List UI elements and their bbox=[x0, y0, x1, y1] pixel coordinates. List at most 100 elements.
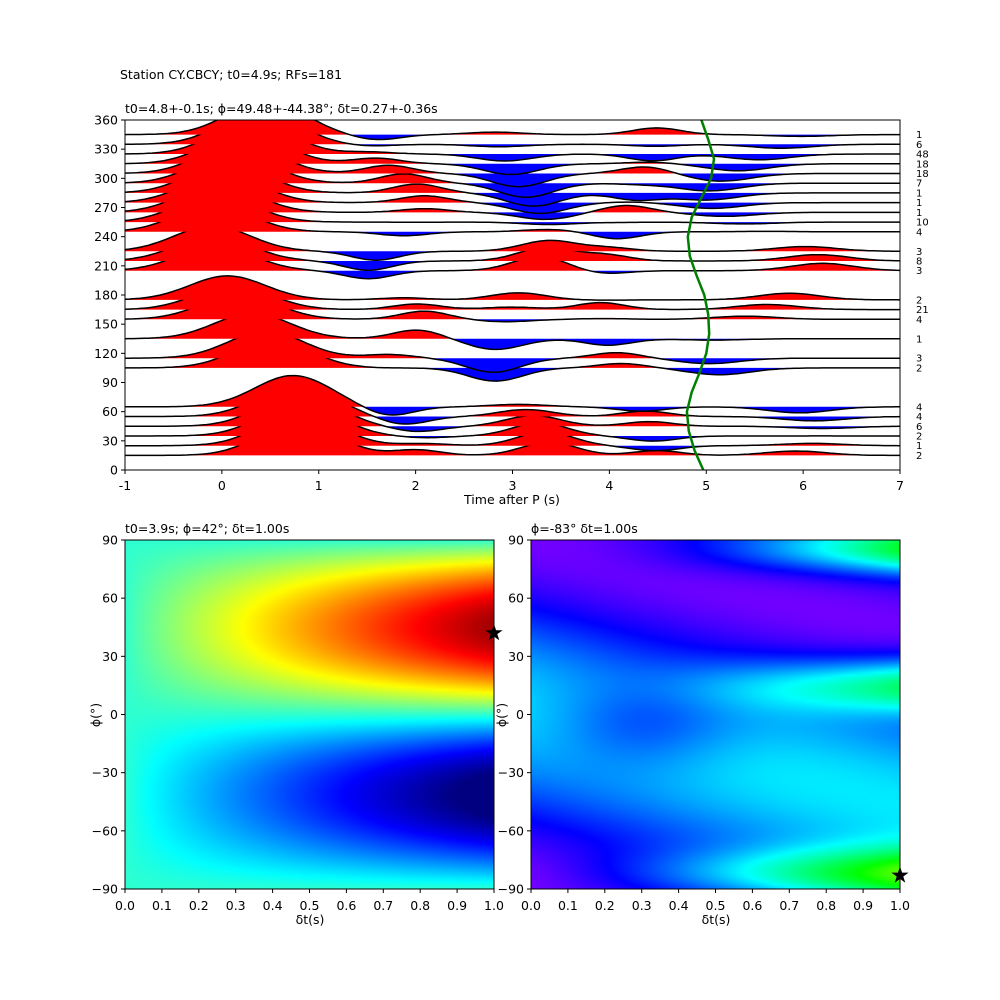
rf-negative-fill bbox=[125, 212, 900, 220]
energy-map-right-x-tick-label: 0.7 bbox=[779, 898, 799, 913]
rf-trace-line bbox=[125, 275, 900, 301]
rf-negative-fill bbox=[125, 358, 900, 373]
rf-count-label: 4 bbox=[916, 315, 922, 326]
rf-count-label: 1 bbox=[916, 334, 922, 345]
energy-map-right-best-star bbox=[891, 866, 909, 883]
energy-map-left-x-tick-label: 0.2 bbox=[189, 898, 209, 913]
energy-map-left-x-tick-label: 0.6 bbox=[336, 898, 356, 913]
energy-map-right-x-tick-label: 0.3 bbox=[632, 898, 652, 913]
rf-y-tick-label: 330 bbox=[94, 142, 118, 157]
energy-map-right-x-tick-label: 0.8 bbox=[816, 898, 836, 913]
rf-y-tick-label: 300 bbox=[94, 171, 118, 186]
rf-y-tick-label: 150 bbox=[94, 317, 118, 332]
rf-x-tick-label: 1 bbox=[315, 478, 323, 493]
rf-trace-baz-175 bbox=[125, 275, 900, 301]
rf-y-tick-label: 60 bbox=[102, 404, 118, 419]
rf-y-tick-label: 270 bbox=[94, 200, 118, 215]
rf-negative-fill bbox=[125, 163, 900, 175]
rf-y-tick-label: 30 bbox=[102, 433, 118, 448]
rf-count-label: 4 bbox=[916, 412, 922, 423]
rf-x-tick-label: 0 bbox=[218, 478, 226, 493]
rf-count-label: 8 bbox=[916, 257, 922, 268]
rf-x-tick-label: 5 bbox=[702, 478, 710, 493]
energy-map-right-x-tick-label: 0.9 bbox=[853, 898, 873, 913]
rf-count-label: 1 bbox=[916, 208, 922, 219]
rf-x-tick-label: 7 bbox=[896, 478, 904, 493]
rf-negative-fill bbox=[125, 406, 900, 415]
energy-map-left: 0.0 0.1 0.2 0.3 0.4 0.5 0.6 0.7 0.8 0.9 1.0 −90 −60 −… bbox=[88, 521, 504, 927]
rf-y-tick-label: 90 bbox=[102, 375, 118, 390]
rf-negative-fill bbox=[125, 426, 900, 432]
rf-positive-fill bbox=[125, 173, 900, 203]
rf-count-label: 7 bbox=[916, 179, 922, 190]
rf-trace-baz-345 bbox=[125, 120, 900, 141]
rf-count-label: 18 bbox=[916, 169, 929, 180]
energy-map-right-image bbox=[531, 540, 900, 889]
figure-suptitle: Station CY.CBCY; t0=4.9s; RFs=181 bbox=[120, 67, 342, 82]
energy-map-left-y-tick-label: 60 bbox=[102, 591, 118, 606]
energy-map-left-title: t0=3.9s; ϕ=42°; δt=1.00s bbox=[125, 521, 289, 536]
rf-count-label: 21 bbox=[916, 305, 929, 316]
rf-trace-line bbox=[125, 225, 900, 261]
rf-count-label: 1 bbox=[916, 130, 922, 141]
rf-x-tick-label: 4 bbox=[605, 478, 613, 493]
rf-count-label: 1 bbox=[916, 188, 922, 199]
rf-trace-line bbox=[125, 374, 900, 416]
energy-map-left-x-tick-label: 0.0 bbox=[115, 898, 135, 913]
rf-negative-fill bbox=[125, 202, 900, 214]
rf-y-tick-label: 0 bbox=[110, 463, 118, 478]
energy-map-right-x-tick-label: 0.0 bbox=[521, 898, 541, 913]
energy-map-left-image bbox=[125, 540, 494, 889]
rf-count-label: 10 bbox=[916, 218, 929, 229]
rf-positive-fill bbox=[125, 331, 900, 359]
energy-map-left-ylabel: ϕ(°) bbox=[88, 703, 103, 727]
rf-count-label: 3 bbox=[916, 247, 922, 258]
energy-map-left-y-tick-label: −90 bbox=[92, 882, 118, 897]
energy-map-left-best-star bbox=[485, 624, 503, 641]
energy-map-left-y-tick-label: 30 bbox=[102, 649, 118, 664]
rf-x-axis-label: Time after P (s) bbox=[463, 492, 560, 507]
energy-map-left-x-tick-label: 1.0 bbox=[484, 898, 504, 913]
rf-axis-ticks: -1 0 1 2 3 4 5 6 7030609012015018021024027030033… bbox=[94, 113, 904, 494]
energy-map-left-x-tick-label: 0.9 bbox=[447, 898, 467, 913]
rf-count-label: 2 bbox=[916, 432, 922, 443]
rf-y-tick-label: 240 bbox=[94, 229, 118, 244]
rf-trace-line bbox=[125, 120, 900, 141]
energy-map-right: 0.0 0.1 0.2 0.3 0.4 0.5 0.6 0.7 0.8 0.9 1.0 −90 −60 −… bbox=[494, 521, 910, 927]
energy-map-right-x-tick-label: 0.2 bbox=[595, 898, 615, 913]
rf-negative-fill bbox=[125, 416, 900, 424]
rf-count-label: 2 bbox=[916, 451, 922, 462]
energy-map-right-x-tick-label: 0.5 bbox=[706, 898, 726, 913]
energy-map-right-y-tick-label: −30 bbox=[498, 765, 524, 780]
rf-count-label: 4 bbox=[916, 227, 922, 238]
energy-map-left-y-tick-label: −30 bbox=[92, 765, 118, 780]
energy-map-left-x-tick-label: 0.5 bbox=[300, 898, 320, 913]
rf-positive-fill bbox=[125, 313, 900, 339]
energy-map-right-y-tick-label: 60 bbox=[508, 591, 524, 606]
rf-x-tick-label: -1 bbox=[119, 478, 131, 493]
rf-count-label: 4 bbox=[916, 402, 922, 413]
energy-map-left-x-tick-label: 0.4 bbox=[263, 898, 283, 913]
rf-count-label: 2 bbox=[916, 363, 922, 374]
rf-positive-fill bbox=[125, 285, 900, 310]
energy-map-left-x-tick-label: 0.3 bbox=[226, 898, 246, 913]
rf-positive-fill bbox=[125, 275, 900, 300]
rf-positive-fill bbox=[125, 151, 900, 184]
rf-count-label: 1 bbox=[916, 441, 922, 452]
rf-negative-fill bbox=[125, 367, 900, 382]
t0-curve bbox=[685, 120, 716, 470]
rf-count-label: 18 bbox=[916, 159, 929, 170]
energy-map-left-y-tick-label: 90 bbox=[102, 533, 118, 548]
energy-map-right-x-tick-label: 0.6 bbox=[742, 898, 762, 913]
rf-count-label: 6 bbox=[916, 140, 922, 151]
rf-count-label: 3 bbox=[916, 266, 922, 277]
energy-map-right-ticks: 0.0 0.1 0.2 0.3 0.4 0.5 0.6 0.7 0.8 0.9 1.0 −90 −60 −… bbox=[498, 533, 910, 914]
rf-trace-baz-335 bbox=[125, 120, 900, 149]
rf-y-tick-label: 360 bbox=[94, 113, 118, 128]
rf-positive-fill bbox=[125, 120, 900, 145]
rf-positive-fill bbox=[125, 375, 900, 407]
energy-map-left-x-tick-label: 0.7 bbox=[373, 898, 393, 913]
